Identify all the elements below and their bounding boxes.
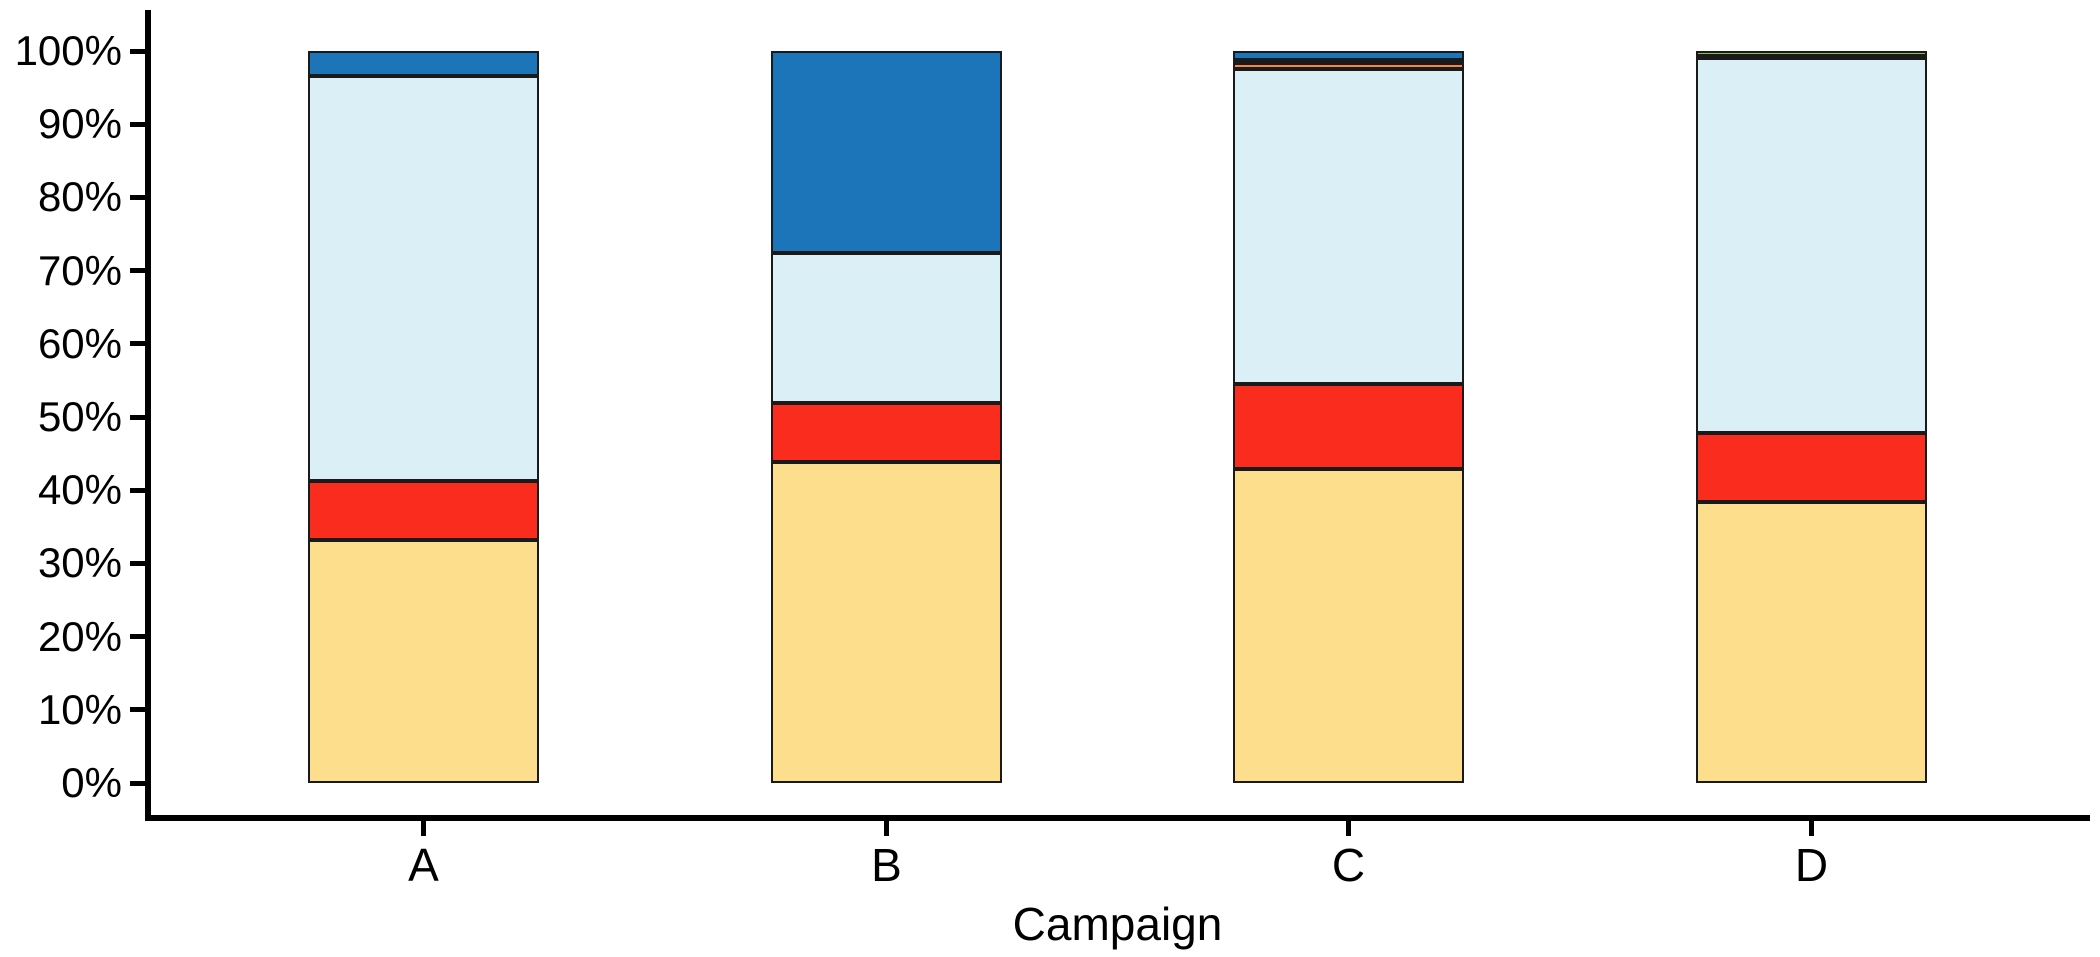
x-tick-A — [421, 821, 426, 836]
bar-segment-light-blue-C — [1233, 69, 1464, 385]
bar-C — [1233, 51, 1464, 783]
y-tick-0% — [130, 780, 146, 786]
bar-segment-light-blue-B — [771, 253, 1002, 404]
bar-segment-dark-blue-A — [308, 51, 539, 76]
x-tick-B — [884, 821, 889, 836]
y-tick-label-40%: 40% — [37, 466, 122, 514]
bar-segment-gold-C — [1233, 468, 1464, 783]
y-tick-50% — [130, 414, 146, 420]
y-tick-30% — [130, 560, 146, 566]
bar-segment-gold-D — [1696, 501, 1927, 783]
x-axis-title: Campaign — [1012, 898, 1223, 950]
category-label-B: B — [871, 839, 902, 891]
y-tick-label-50%: 50% — [37, 393, 122, 440]
y-tick-90% — [130, 121, 146, 127]
bar-A — [308, 51, 539, 783]
y-tick-20% — [130, 634, 146, 640]
bar-segment-light-blue-A — [308, 75, 539, 482]
y-tick-label-0%: 0% — [61, 759, 122, 806]
bar-segment-green-D — [1696, 51, 1927, 56]
bar-segment-gold-B — [771, 461, 1002, 783]
bar-segment-red-C — [1233, 384, 1464, 469]
bar-segment-light-blue-D — [1696, 58, 1927, 434]
bar-segment-dark-blue-B — [771, 51, 1002, 254]
bar-segment-green-C — [1233, 59, 1464, 64]
bar-D — [1696, 51, 1927, 783]
y-tick-label-90%: 90% — [37, 100, 122, 148]
y-tick-label-80%: 80% — [37, 173, 122, 221]
y-tick-10% — [130, 707, 146, 713]
y-axis-line — [145, 10, 151, 820]
bar-segment-red-A — [308, 481, 539, 540]
y-tick-label-10%: 10% — [37, 685, 122, 733]
y-tick-label-60%: 60% — [37, 319, 122, 367]
x-tick-C — [1346, 821, 1351, 836]
bar-segment-dark-blue-C — [1233, 51, 1464, 61]
category-label-A: A — [408, 839, 439, 891]
bar-B — [771, 51, 1002, 783]
y-tick-60% — [130, 341, 146, 347]
y-tick-label-70%: 70% — [37, 246, 122, 294]
category-label-C: C — [1331, 839, 1366, 891]
x-axis-line — [145, 815, 2090, 821]
category-label-D: D — [1794, 839, 1829, 891]
x-tick-D — [1809, 821, 1814, 836]
bar-segment-gold-A — [308, 539, 539, 783]
y-tick-label-100%: 100% — [14, 27, 122, 74]
y-tick-100% — [130, 48, 146, 54]
bar-segment-red-B — [771, 403, 1002, 462]
bar-segment-red-D — [1696, 433, 1927, 502]
bar-segment-orange-C — [1233, 63, 1464, 70]
y-tick-80% — [130, 194, 146, 200]
y-tick-label-30%: 30% — [37, 539, 122, 587]
y-tick-70% — [130, 268, 146, 274]
y-tick-label-20%: 20% — [37, 612, 122, 660]
y-tick-40% — [130, 487, 146, 493]
